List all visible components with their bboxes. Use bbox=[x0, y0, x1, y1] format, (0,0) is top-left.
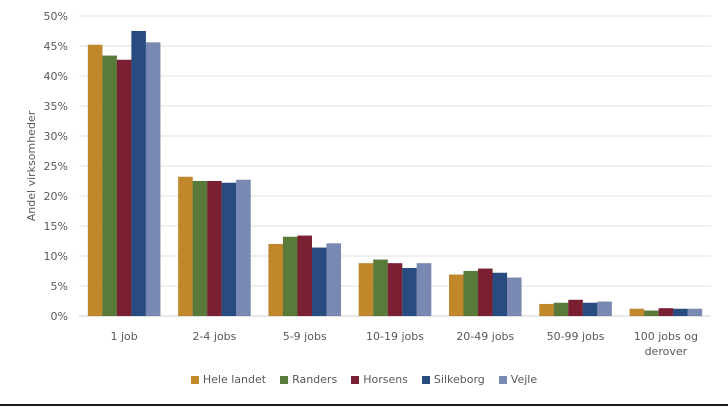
legend-item: Hele landet bbox=[190, 373, 267, 386]
legend-label: Vejle bbox=[510, 373, 538, 386]
legend-label: Horsens bbox=[363, 373, 408, 386]
x-category-label: 5-9 jobs bbox=[283, 330, 327, 343]
bar bbox=[553, 302, 569, 317]
bar bbox=[116, 59, 132, 317]
bar bbox=[597, 301, 613, 317]
y-tick-label: 45% bbox=[44, 40, 68, 53]
bar bbox=[282, 236, 298, 317]
bar bbox=[206, 180, 222, 317]
bar bbox=[582, 302, 598, 317]
bar bbox=[448, 274, 464, 317]
bar bbox=[687, 308, 703, 317]
bar bbox=[87, 44, 103, 317]
legend-swatch bbox=[190, 375, 199, 384]
bar bbox=[102, 55, 118, 317]
legend-label: Hele landet bbox=[202, 373, 267, 386]
legend-label: Randers bbox=[292, 373, 338, 386]
legend-item: Horsens bbox=[351, 373, 408, 386]
y-tick-label: 10% bbox=[44, 250, 68, 263]
x-category-label: 2-4 jobs bbox=[192, 330, 236, 343]
bar bbox=[568, 299, 584, 317]
bar bbox=[373, 259, 388, 317]
bar bbox=[477, 268, 493, 317]
x-category-label: 100 jobs og bbox=[634, 330, 698, 343]
y-axis-label: Andel virksomheder bbox=[25, 110, 38, 221]
bar bbox=[192, 180, 208, 317]
legend-label: Silkeborg bbox=[433, 373, 485, 386]
bar bbox=[539, 303, 555, 317]
legend: Hele landet Randers Horsens Silkeborg Vejle bbox=[0, 373, 728, 386]
bars bbox=[87, 30, 703, 317]
legend-swatch bbox=[351, 375, 360, 384]
x-category-label: derover bbox=[645, 345, 688, 358]
y-tick-label: 20% bbox=[44, 190, 68, 203]
legend-item: Randers bbox=[280, 373, 337, 386]
bar bbox=[463, 270, 479, 317]
y-tick-label: 5% bbox=[51, 280, 68, 293]
x-category-label: 1 job bbox=[111, 330, 138, 343]
bar bbox=[145, 42, 161, 317]
y-tick-label: 50% bbox=[44, 10, 68, 23]
legend-swatch bbox=[421, 375, 430, 384]
bar bbox=[221, 182, 237, 317]
x-category-label: 10-19 jobs bbox=[366, 330, 424, 343]
y-axis-ticks: 0% 5% 10% 15% 20% 25% 30% 35% 40% 45% 50% bbox=[44, 10, 68, 323]
bar bbox=[416, 262, 432, 317]
bar bbox=[311, 247, 327, 317]
bar bbox=[387, 262, 403, 317]
bar bbox=[235, 179, 251, 317]
bottom-divider bbox=[0, 404, 728, 406]
bar bbox=[629, 308, 645, 317]
y-tick-label: 35% bbox=[44, 100, 68, 113]
y-tick-label: 30% bbox=[44, 130, 68, 143]
bar bbox=[268, 243, 284, 317]
legend-item: Silkeborg bbox=[421, 373, 485, 386]
bar bbox=[177, 176, 193, 317]
bar bbox=[358, 262, 374, 317]
legend-swatch bbox=[498, 375, 507, 384]
x-category-label: 20-49 jobs bbox=[456, 330, 514, 343]
bar bbox=[658, 307, 674, 317]
bar bbox=[326, 243, 342, 317]
bar bbox=[506, 277, 522, 317]
x-axis-categories: 1 job 2-4 jobs 5-9 jobs 10-19 jobs 20-49 job… bbox=[111, 330, 698, 358]
bar bbox=[131, 30, 147, 317]
y-tick-label: 40% bbox=[44, 70, 68, 83]
y-tick-label: 15% bbox=[44, 220, 68, 233]
legend-swatch bbox=[280, 375, 289, 384]
bar bbox=[643, 310, 659, 317]
bar bbox=[672, 308, 688, 317]
bar bbox=[297, 235, 313, 317]
bar bbox=[492, 272, 508, 317]
y-tick-label: 0% bbox=[51, 310, 68, 323]
bar bbox=[402, 267, 417, 317]
legend-item: Vejle bbox=[498, 373, 538, 386]
x-category-label: 50-99 jobs bbox=[547, 330, 605, 343]
y-tick-label: 25% bbox=[44, 160, 68, 173]
